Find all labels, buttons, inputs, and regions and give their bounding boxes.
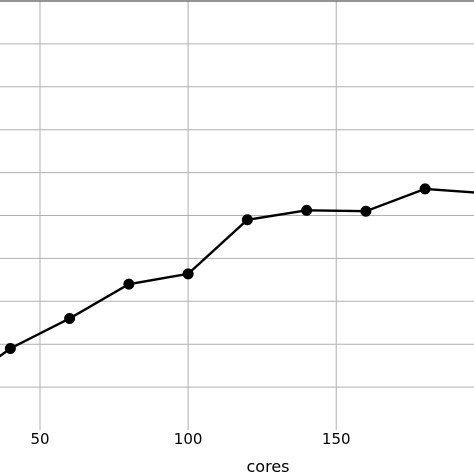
data-point [182,268,194,280]
data-point [4,342,16,354]
data-point [64,312,76,324]
data-point [301,204,313,216]
x-tick-label: 100 [174,430,203,448]
series-path [0,187,474,358]
series-line [0,183,474,358]
data-point [123,278,135,290]
x-tick-label: 50 [30,430,49,448]
x-axis-label: cores [247,457,290,474]
data-point [360,205,372,217]
data-point [241,214,253,226]
gridlines [0,1,474,430]
x-axis-ticks: 50 100 150 [30,430,350,448]
x-tick-label: 150 [322,430,351,448]
data-point [419,183,431,195]
